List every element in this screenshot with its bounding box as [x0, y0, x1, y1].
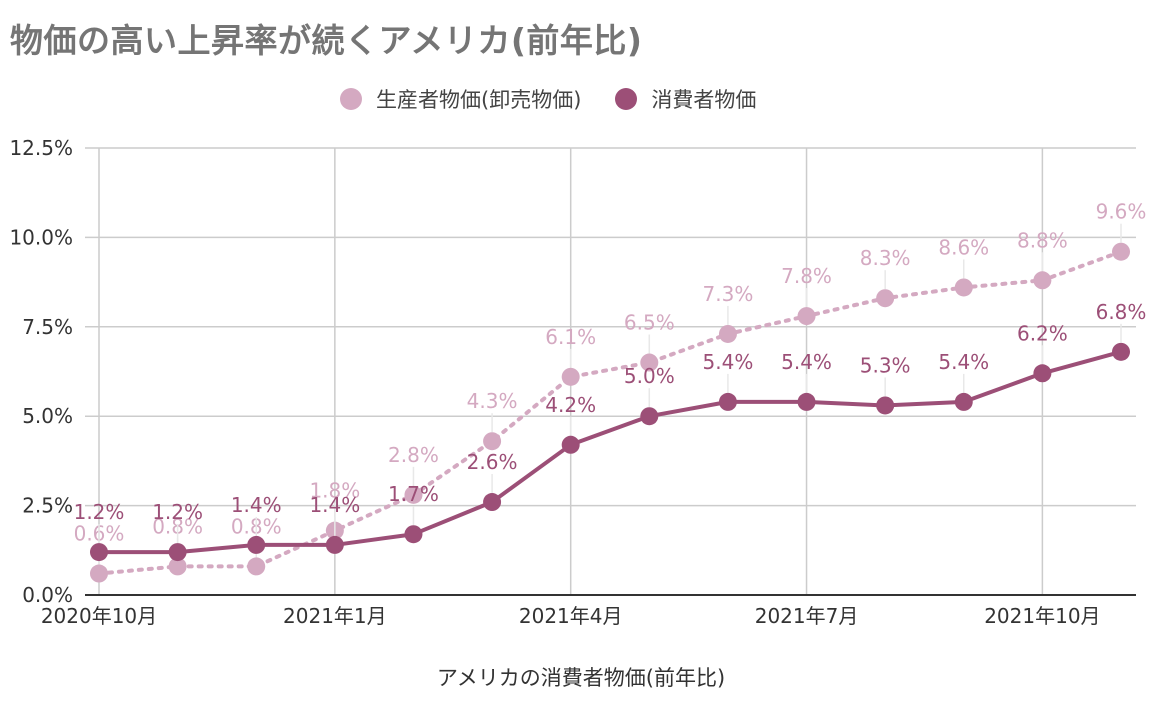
- data-label-ppi: 8.3%: [860, 246, 911, 270]
- data-point-ppi: [90, 564, 108, 583]
- y-tick-label: 2.5%: [22, 494, 73, 518]
- x-axis-title: アメリカの消費者物価(前年比): [436, 666, 726, 690]
- data-label-cpi: 5.3%: [860, 353, 911, 377]
- y-tick-label: 12.5%: [9, 136, 73, 160]
- data-label-cpi: 1.7%: [388, 482, 439, 506]
- x-tick-label: 2021年4月: [519, 604, 623, 628]
- data-point-ppi: [954, 278, 973, 297]
- data-point-ppi: [404, 485, 423, 504]
- data-label-cpi: 6.2%: [1017, 321, 1068, 345]
- data-point-cpi: [640, 407, 659, 426]
- data-point-ppi: [797, 307, 816, 326]
- y-tick-label: 5.0%: [22, 404, 73, 428]
- data-label-ppi: 8.6%: [938, 235, 989, 259]
- data-label-cpi: 4.2%: [545, 393, 596, 417]
- data-label-cpi: 6.8%: [1096, 300, 1147, 324]
- data-point-ppi: [1033, 271, 1052, 290]
- data-point-cpi: [1112, 342, 1130, 361]
- series-line-ppi: [97, 249, 1123, 576]
- y-tick-label: 10.0%: [9, 225, 73, 249]
- data-label-ppi: 1.8%: [309, 479, 360, 503]
- data-point-cpi: [1033, 364, 1052, 383]
- data-point-ppi: [247, 557, 266, 576]
- data-point-cpi: [718, 392, 737, 411]
- data-point-cpi: [325, 535, 344, 554]
- data-label-ppi: 7.3%: [703, 282, 754, 306]
- legend-marker-cpi: [615, 88, 638, 110]
- data-label-cpi: 5.4%: [781, 350, 832, 374]
- data-label-ppi: 6.1%: [545, 325, 596, 349]
- data-label-cpi: 5.4%: [703, 350, 754, 374]
- data-label-ppi: 8.8%: [1017, 228, 1068, 252]
- data-point-ppi: [168, 557, 187, 576]
- data-point-cpi: [247, 535, 266, 554]
- data-label-cpi: 1.4%: [231, 493, 282, 517]
- y-tick-label: 7.5%: [22, 315, 73, 339]
- data-label-cpi: 1.2%: [152, 500, 203, 524]
- x-tick-label: 2021年1月: [283, 604, 387, 628]
- line-chart: 0.0% 2.5% 5.0% 7.5% 10.0% 12.5% 2020年10月 2021年1…: [9, 136, 1147, 628]
- data-point-ppi: [1112, 242, 1130, 261]
- chart-title: 物価の高い上昇率が続くアメリカ(前年比): [10, 21, 643, 60]
- data-point-ppi: [640, 353, 659, 372]
- legend: 生産者物価(卸売物価) 消費者物価: [340, 84, 790, 114]
- data-label-ppi: 7.8%: [781, 264, 832, 288]
- data-label-ppi: 6.5%: [624, 311, 675, 335]
- data-point-cpi: [404, 525, 423, 544]
- legend-label-cpi: 消費者物価: [651, 88, 757, 112]
- x-tick-label: 2021年7月: [755, 604, 859, 628]
- data-label-ppi: 9.6%: [1096, 200, 1147, 224]
- series-line-cpi: [97, 349, 1123, 555]
- data-point-cpi: [90, 543, 108, 562]
- legend-marker-ppi: [340, 88, 362, 110]
- data-point-ppi: [483, 432, 502, 451]
- data-point-ppi: [718, 324, 737, 343]
- data-point-cpi: [876, 396, 895, 415]
- data-point-cpi: [483, 493, 502, 512]
- data-label-ppi: 4.3%: [467, 389, 518, 413]
- data-label-cpi: 1.2%: [74, 500, 125, 524]
- y-tick-label: 0.0%: [22, 583, 73, 607]
- data-label-cpi: 5.4%: [938, 350, 989, 374]
- data-point-cpi: [561, 435, 580, 454]
- x-tick-label: 2020年10月: [41, 604, 157, 628]
- legend-item-cpi[interactable]: 消費者物価: [615, 84, 756, 114]
- data-label-ppi: 2.8%: [388, 443, 439, 467]
- data-point-ppi: [876, 289, 895, 308]
- data-point-cpi: [954, 392, 973, 411]
- legend-label-ppi: 生産者物価(卸売物価): [376, 88, 582, 112]
- legend-item-ppi[interactable]: 生産者物価(卸売物価): [340, 84, 581, 114]
- data-point-cpi: [797, 392, 816, 411]
- data-point-ppi: [561, 367, 580, 386]
- data-point-cpi: [168, 543, 187, 562]
- data-label-cpi: 5.0%: [624, 364, 675, 388]
- data-label-cpi: 2.6%: [467, 450, 518, 474]
- data-label-cpi: 1.4%: [309, 493, 360, 517]
- x-tick-label: 2021年10月: [984, 604, 1100, 628]
